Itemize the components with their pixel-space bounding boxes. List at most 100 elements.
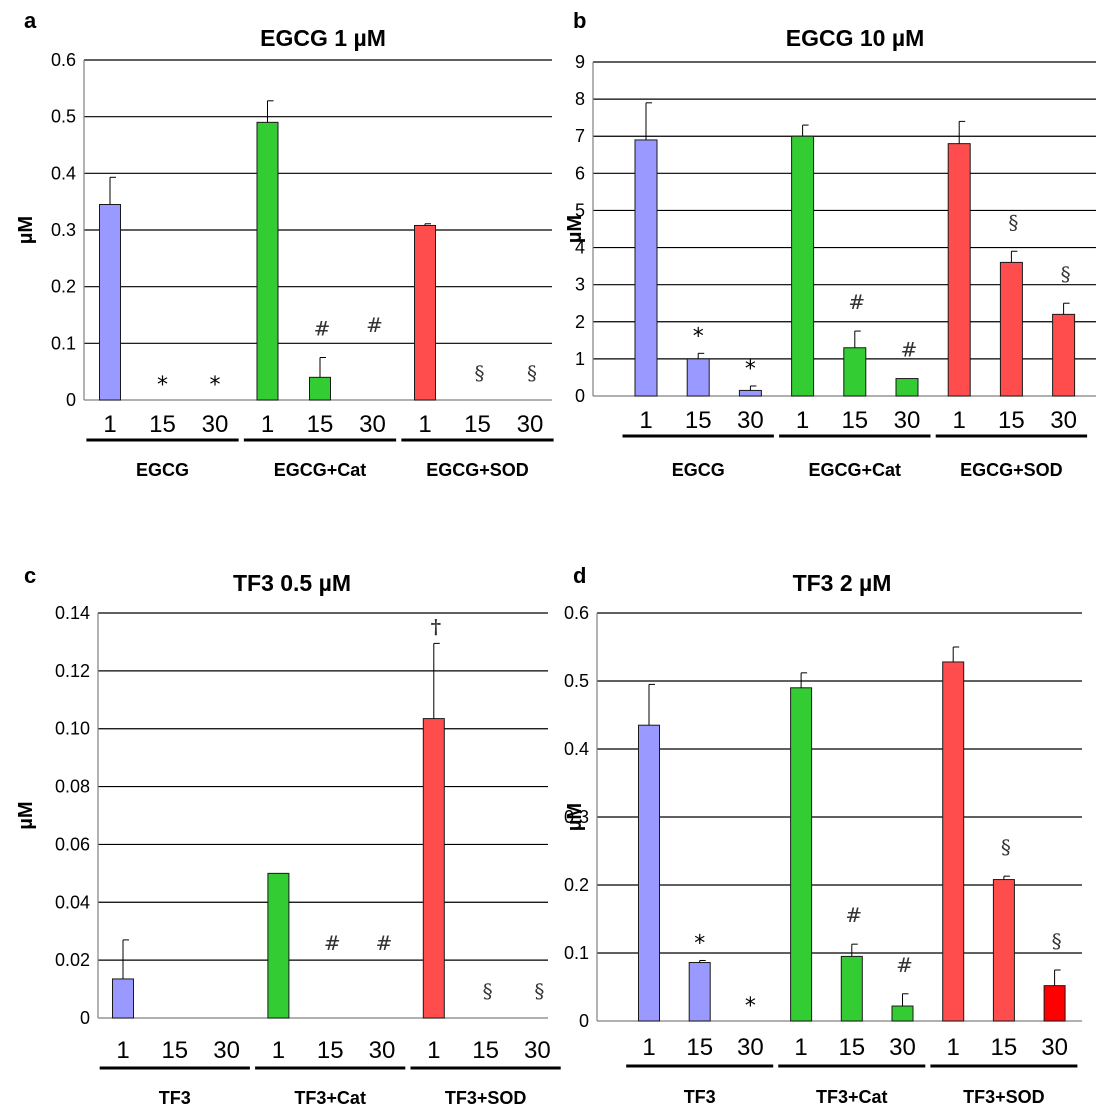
panel-label: d bbox=[573, 563, 586, 588]
group-label: TF3+SOD bbox=[445, 1088, 527, 1108]
bar bbox=[686, 358, 710, 397]
bar bbox=[309, 376, 331, 401]
group-label: TF3+Cat bbox=[816, 1087, 888, 1107]
x-tick-label: 30 bbox=[737, 407, 764, 434]
panel-c: c TF3 0.5 µM 0 0.02 0.04 0.06 0.08 0.10 0.12 0.14… bbox=[0, 555, 561, 1110]
x-tick-label: 15 bbox=[317, 1037, 344, 1064]
significance-marker: # bbox=[376, 931, 393, 955]
y-tick-label: 0 bbox=[66, 390, 76, 410]
x-tick-label: 15 bbox=[307, 411, 334, 438]
panel-label: b bbox=[573, 8, 586, 33]
x-tick-label: 1 bbox=[794, 1034, 807, 1061]
significance-marker: # bbox=[848, 290, 865, 314]
bar bbox=[99, 204, 121, 401]
y-tick-label: 7 bbox=[575, 126, 585, 146]
x-tick-label: 1 bbox=[418, 411, 431, 438]
significance-marker: § bbox=[1001, 835, 1011, 859]
x-tick-label: 1 bbox=[261, 411, 274, 438]
significance-marker: # bbox=[324, 931, 341, 955]
significance-marker: † bbox=[431, 614, 441, 638]
y-tick-label: 0.08 bbox=[55, 777, 90, 797]
y-tick-label: 0 bbox=[80, 1008, 90, 1028]
y-tick-label: 4 bbox=[575, 238, 585, 258]
bar bbox=[112, 978, 134, 1019]
significance-marker: * bbox=[745, 357, 756, 382]
bar bbox=[992, 879, 1015, 1022]
bar bbox=[947, 143, 971, 397]
x-tick-label: 30 bbox=[359, 411, 386, 438]
chart-panel-c: c TF3 0.5 µM 0 0.02 0.04 0.06 0.08 0.10 0.12 0.14… bbox=[15, 563, 561, 1108]
group-label: TF3 bbox=[684, 1087, 716, 1107]
x-tick-label: 15 bbox=[991, 1034, 1018, 1061]
significance-marker: * bbox=[210, 373, 221, 398]
panel-label: a bbox=[24, 8, 37, 33]
chart-title: TF3 0.5 µM bbox=[233, 570, 351, 596]
x-tick-label: 30 bbox=[524, 1037, 551, 1064]
chart-title: EGCG 10 µM bbox=[786, 25, 925, 51]
significance-marker: * bbox=[693, 324, 704, 349]
bar bbox=[1043, 985, 1066, 1022]
y-tick-label: 0.2 bbox=[51, 277, 76, 297]
significance-marker: # bbox=[896, 953, 913, 977]
y-tick-label: 0.3 bbox=[51, 220, 76, 240]
y-tick-label: 0.4 bbox=[51, 163, 76, 183]
y-axis-label: µM bbox=[564, 215, 586, 243]
bar bbox=[791, 135, 815, 397]
y-axis-label: µM bbox=[564, 803, 586, 831]
bar bbox=[942, 661, 965, 1022]
y-tick-label: 0.2 bbox=[564, 875, 589, 895]
bar bbox=[1052, 313, 1076, 397]
significance-marker: # bbox=[845, 903, 862, 927]
group-label: EGCG bbox=[672, 460, 725, 480]
x-tick-label: 15 bbox=[838, 1034, 865, 1061]
bar bbox=[738, 389, 762, 397]
group-label: EGCG+Cat bbox=[274, 460, 367, 480]
x-tick-label: 30 bbox=[1041, 1034, 1068, 1061]
y-tick-label: 9 bbox=[575, 52, 585, 72]
y-tick-label: 0.4 bbox=[564, 739, 589, 759]
significance-marker: § bbox=[1052, 929, 1062, 953]
group-label: EGCG+Cat bbox=[809, 460, 902, 480]
x-tick-label: 15 bbox=[464, 411, 491, 438]
group-label: EGCG+SOD bbox=[426, 460, 529, 480]
x-tick-label: 30 bbox=[202, 411, 229, 438]
x-tick-label: 1 bbox=[796, 407, 809, 434]
y-tick-label: 0.3 bbox=[564, 807, 589, 827]
y-tick-label: 0.5 bbox=[51, 107, 76, 127]
bar bbox=[843, 347, 867, 397]
chart-panel-a: a EGCG 1 µM 0 0.1 0.2 0.3 0.4 0.5 0.6 µM 1 15 * 30 * 1 1… bbox=[15, 8, 554, 480]
bar bbox=[790, 687, 813, 1022]
x-tick-label: 30 bbox=[894, 407, 921, 434]
x-tick-label: 15 bbox=[998, 407, 1025, 434]
x-tick-label: 1 bbox=[272, 1037, 285, 1064]
y-tick-label: 0.06 bbox=[55, 834, 90, 854]
group-label: EGCG+SOD bbox=[960, 460, 1063, 480]
significance-marker: § bbox=[483, 979, 493, 1003]
group-label: TF3+Cat bbox=[294, 1088, 366, 1108]
significance-marker: # bbox=[314, 317, 331, 341]
y-tick-label: 0.02 bbox=[55, 950, 90, 970]
y-tick-label: 0.12 bbox=[55, 661, 90, 681]
y-tick-label: 0.6 bbox=[564, 603, 589, 623]
bar bbox=[267, 872, 290, 1019]
group-label: TF3 bbox=[159, 1088, 191, 1108]
x-tick-label: 15 bbox=[149, 411, 176, 438]
x-tick-label: 1 bbox=[427, 1037, 440, 1064]
y-tick-label: 0 bbox=[579, 1011, 589, 1031]
x-tick-label: 30 bbox=[1050, 407, 1077, 434]
significance-marker: § bbox=[1061, 262, 1071, 286]
panel-b: b EGCG 10 µM 0 1 2 3 4 5 6 7 8 9 µM 1 15 * 30 * 1 15 #30 #1 15… bbox=[549, 0, 1098, 555]
y-tick-label: 0.1 bbox=[51, 333, 76, 353]
bar bbox=[422, 718, 445, 1019]
y-tick-label: 0.10 bbox=[55, 719, 90, 739]
panel-label: c bbox=[24, 563, 36, 588]
significance-marker: # bbox=[901, 338, 918, 362]
x-tick-label: 1 bbox=[953, 407, 966, 434]
chart-panel-b: b EGCG 10 µM 0 1 2 3 4 5 6 7 8 9 µM 1 15 * 30 * 1 15 #30 #1 15… bbox=[564, 8, 1096, 480]
bar bbox=[688, 962, 711, 1022]
significance-marker: # bbox=[366, 313, 383, 337]
x-tick-label: 15 bbox=[161, 1037, 188, 1064]
x-tick-label: 30 bbox=[213, 1037, 240, 1064]
x-tick-label: 15 bbox=[472, 1037, 499, 1064]
x-tick-label: 15 bbox=[841, 407, 868, 434]
